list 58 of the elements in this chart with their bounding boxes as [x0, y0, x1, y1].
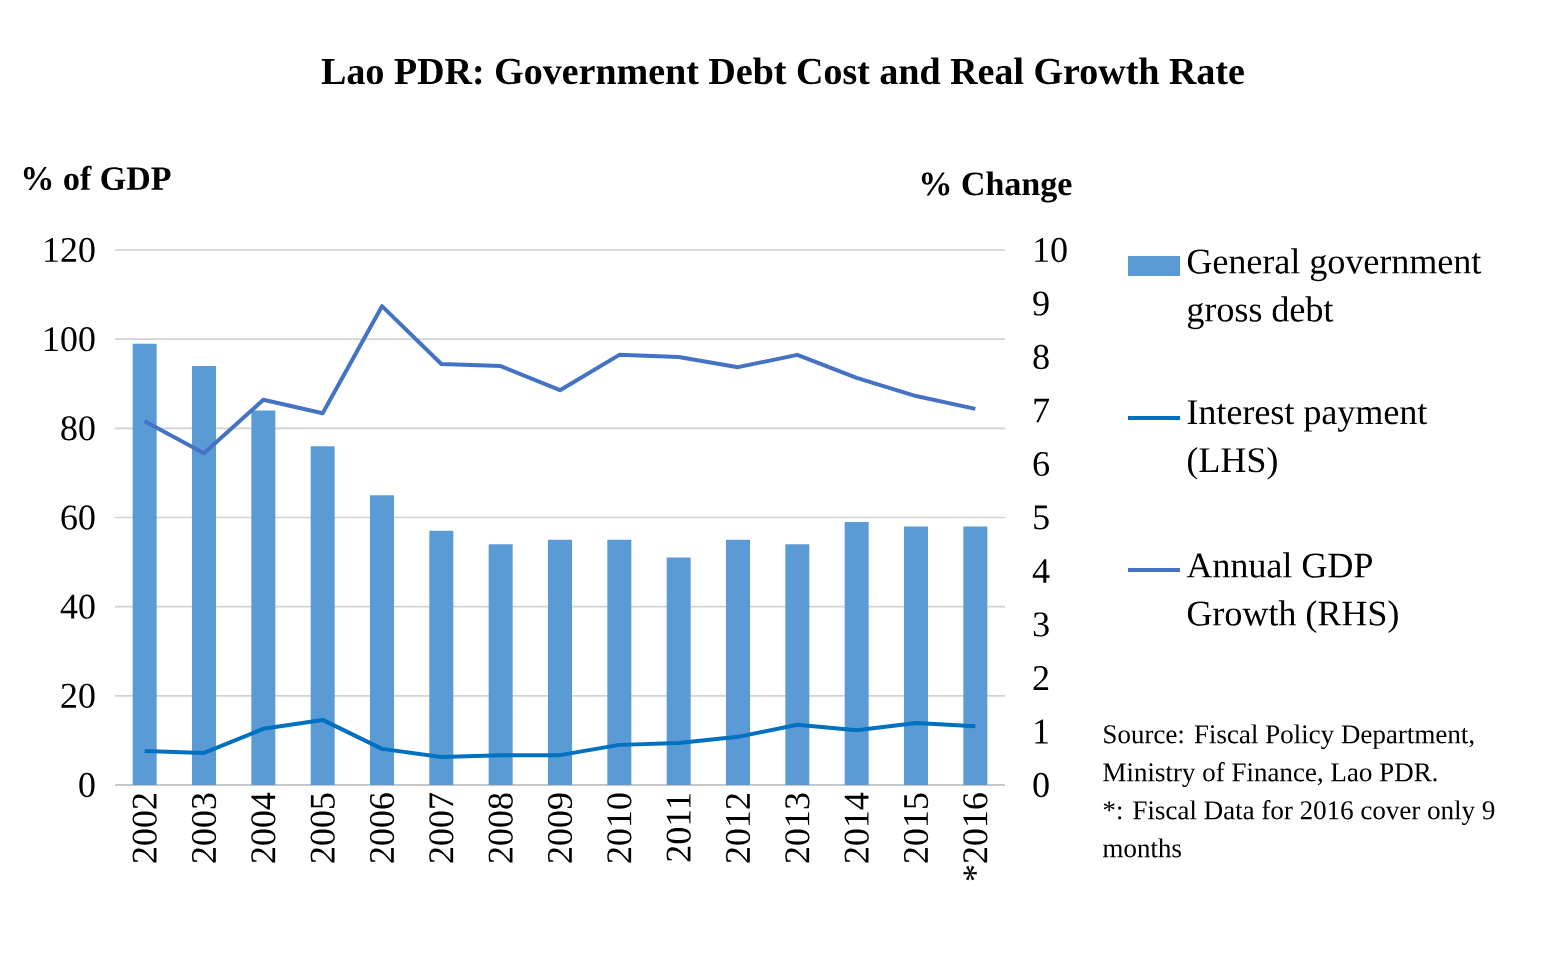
y-tick-label: 80	[61, 416, 95, 441]
legend-label: Annual GDP Growth (RHS)	[1186, 552, 1398, 634]
x-tick-label: 2002	[132, 794, 157, 863]
y2-tick-label: 7	[1034, 398, 1050, 423]
y2-tick-label: 8	[1033, 344, 1049, 370]
y2-tick-label: 0	[1033, 772, 1049, 798]
x-tick-label: 2005	[310, 793, 335, 863]
y-tick-label: 60	[61, 505, 95, 530]
x-tick-label: *2016	[963, 793, 988, 881]
bar	[251, 410, 276, 785]
y2-tick-label: 10	[1035, 237, 1067, 263]
y-tick-label: 0	[79, 772, 95, 798]
y2-tick-label: 9	[1033, 291, 1049, 316]
x-tick-label: 2003	[191, 793, 217, 863]
source-note: Source: Fiscal Policy Department, Ministry of Finance, Lao PDR.	[1103, 724, 1474, 787]
y2-tick-label: 4	[1032, 559, 1050, 583]
y-axis-title: % of GDP	[23, 165, 171, 191]
x-tick-label: 2010	[607, 793, 632, 863]
x-tick-label: 2015	[903, 793, 929, 863]
bar	[370, 495, 394, 785]
bar	[548, 539, 572, 785]
bar	[904, 526, 929, 785]
bar	[666, 557, 691, 785]
line-series	[142, 717, 978, 759]
x-tick-label: 2008	[488, 793, 513, 863]
bar	[192, 365, 216, 785]
x-tick-label: 2006	[369, 793, 395, 863]
y2-tick-label: 5	[1034, 505, 1049, 530]
chart-title: Lao PDR: Government Debt Cost and Real Growth Rate	[321, 57, 1244, 85]
text: *: Fiscal Data for 2016 cover only 9 months	[1102, 800, 1495, 858]
y-tick-label: 40	[60, 594, 95, 619]
x-tick-label: 2009	[547, 793, 573, 863]
legend-label: General government gross debt	[1187, 248, 1482, 330]
x-tick-label: 2011	[666, 794, 691, 862]
x-tick-label: 2014	[844, 792, 869, 863]
bar	[488, 544, 513, 785]
line-series	[142, 304, 978, 456]
x-tick-label: 2012	[725, 794, 751, 863]
bar	[132, 343, 157, 785]
y2-tick-label: 1	[1035, 719, 1048, 744]
bar	[607, 539, 632, 785]
bar	[963, 526, 988, 785]
y2-tick-label: 3	[1033, 612, 1049, 637]
bar	[726, 539, 750, 785]
x-tick-label: 2007	[429, 793, 454, 863]
bar	[844, 521, 869, 785]
y-tick-label: 20	[61, 683, 95, 708]
x-tick-label: 2013	[785, 793, 810, 863]
x-tick-label: 2004	[251, 792, 276, 863]
legend-label: Interest payment (LHS)	[1187, 400, 1428, 480]
bar	[310, 446, 335, 785]
y-tick-label: 100	[45, 327, 95, 352]
bar	[785, 544, 810, 785]
y2-axis-title: % Change	[921, 171, 1072, 203]
y2-tick-label: 2	[1033, 666, 1049, 690]
y-tick-label: 120	[45, 237, 95, 263]
y2-tick-label: 6	[1033, 451, 1050, 477]
bar	[429, 530, 454, 785]
